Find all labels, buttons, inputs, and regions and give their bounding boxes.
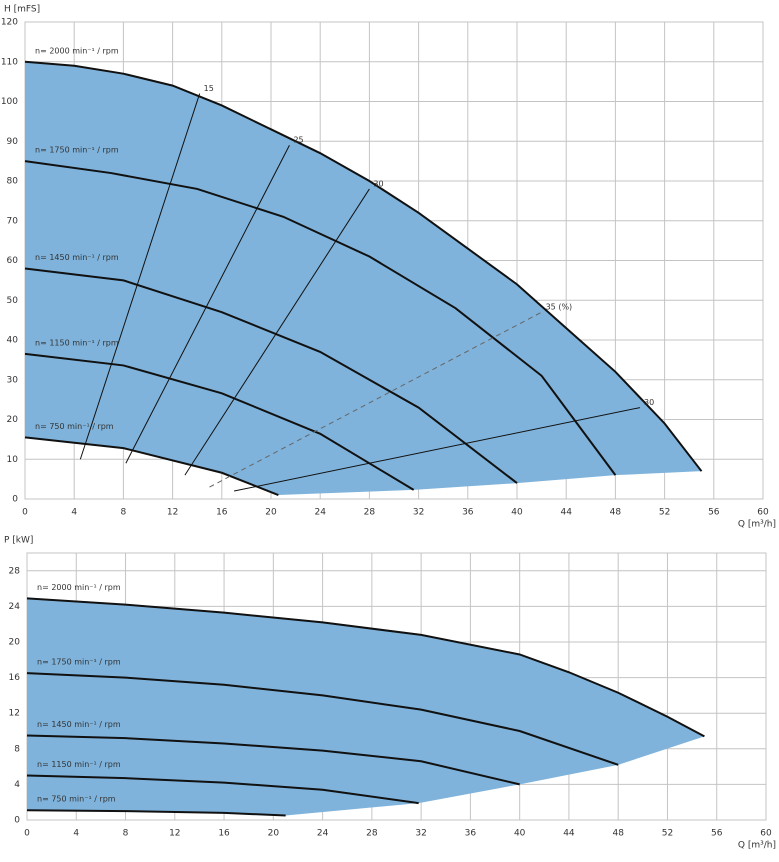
curve [26,774,419,805]
efficiency-line [233,407,641,492]
x-tick-label: 60 [757,508,769,518]
y-tick-label: 20 [7,415,19,425]
x-tick-label: 56 [708,508,720,518]
y-tick-label: 60 [7,256,19,266]
x-tick-label: 52 [659,508,670,518]
curve-label: n= 750 min⁻¹ / rpm [35,422,114,431]
operating-area [25,61,702,496]
x-tick-label: 28 [366,829,378,839]
y-tick-label: 0 [14,816,20,826]
y-tick-label: 50 [7,296,19,306]
y-tick-label: 100 [1,97,18,107]
curve [24,60,703,472]
x-tick-label: 20 [265,508,277,518]
operating-area [27,598,705,816]
x-tick-label: 0 [22,508,28,518]
y-tick-label: 16 [9,673,21,683]
y-tick-label: 10 [7,455,19,465]
y-tick-label: 70 [7,216,19,226]
curve [24,436,279,496]
efficiency-label: 15 [204,84,214,93]
x-tick-label: 16 [218,829,230,839]
curve [24,160,617,476]
x-tick-label: 44 [563,829,575,839]
x-tick-label: 12 [169,829,180,839]
curve [24,352,415,491]
x-tick-label: 4 [73,829,79,839]
y-axis-label: P [kW] [4,536,33,546]
curve-label: n= 2000 min⁻¹ / rpm [35,46,119,55]
curve-label: n= 1450 min⁻¹ / rpm [37,720,121,729]
curve [26,597,705,738]
efficiency-label: 30 [373,179,383,188]
y-axis-label: H [mFS] [4,5,40,15]
y-tick-label: 4 [14,780,20,790]
x-tick-label: 12 [167,508,178,518]
y-tick-label: 28 [9,566,21,576]
x-tick-label: 0 [24,829,30,839]
x-tick-label: 4 [71,508,77,518]
efficiency-line [125,144,290,464]
x-tick-label: 48 [612,829,624,839]
efficiency-label: 30 [644,398,654,407]
y-tick-label: 24 [9,602,21,612]
curve [24,267,518,484]
x-tick-label: 32 [415,829,426,839]
x-tick-label: 32 [413,508,424,518]
x-tick-label: 40 [511,508,523,518]
x-tick-label: 36 [462,508,474,518]
efficiency-line [79,93,201,460]
x-tick-label: 8 [123,829,129,839]
y-tick-label: 8 [14,744,20,754]
y-tick-label: 20 [9,638,21,648]
curve-label: n= 1450 min⁻¹ / rpm [35,253,119,262]
x-tick-label: 52 [662,829,673,839]
x-tick-label: 24 [317,829,329,839]
curve [26,734,520,786]
curve-label: n= 750 min⁻¹ / rpm [37,795,116,804]
y-tick-label: 80 [7,177,19,187]
efficiency-line [184,188,370,476]
curve-label: n= 1150 min⁻¹ / rpm [35,338,119,347]
curve [26,809,286,817]
x-tick-label: 36 [465,829,477,839]
x-tick-label: 20 [268,829,280,839]
x-tick-label: 8 [121,508,127,518]
x-tick-label: 44 [560,508,572,518]
x-axis-label: Q [m³/h] [738,841,776,851]
curve-label: n= 1750 min⁻¹ / rpm [37,658,121,667]
y-tick-label: 12 [9,709,20,719]
y-tick-label: 110 [1,57,18,67]
y-tick-label: 90 [7,137,19,147]
x-tick-label: 56 [711,829,723,839]
y-tick-label: 30 [7,375,19,385]
curve-label: n= 1750 min⁻¹ / rpm [35,146,119,155]
x-tick-label: 28 [364,508,376,518]
x-tick-label: 48 [610,508,622,518]
y-tick-label: 0 [12,495,18,505]
curve-label: n= 1150 min⁻¹ / rpm [37,760,121,769]
x-tick-label: 60 [760,829,772,839]
curve [26,672,619,766]
y-tick-label: 40 [7,336,19,346]
efficiency-label: 35 (%) [546,303,573,312]
efficiency-label: 25 [293,136,303,145]
x-tick-label: 16 [216,508,228,518]
x-axis-label: Q [m³/h] [738,520,776,530]
x-tick-label: 40 [514,829,526,839]
curve-label: n= 2000 min⁻¹ / rpm [37,583,121,592]
y-tick-label: 120 [1,18,18,28]
x-tick-label: 24 [314,508,326,518]
